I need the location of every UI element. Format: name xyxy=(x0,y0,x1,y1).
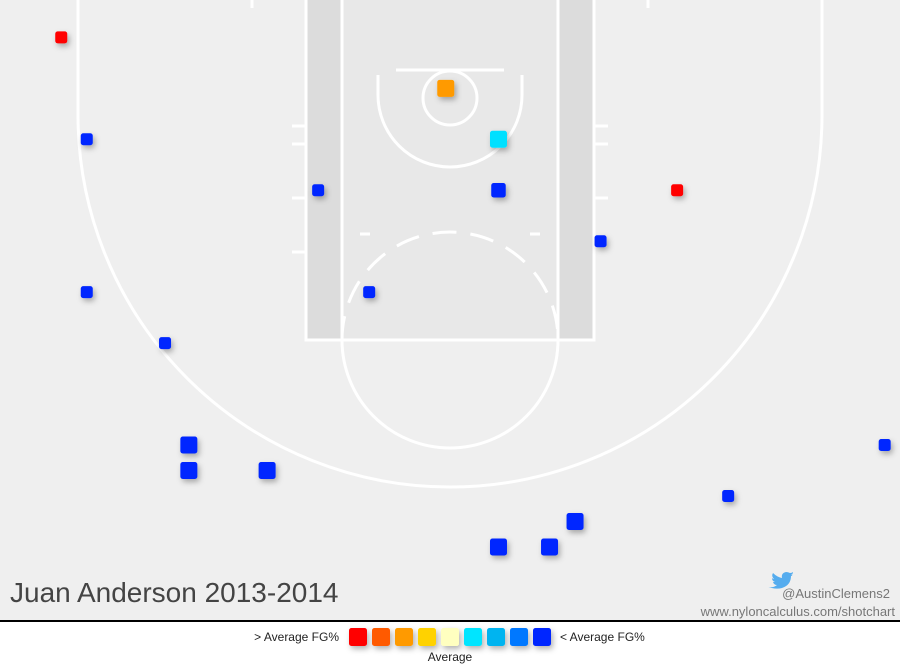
chart-title: Juan Anderson 2013-2014 xyxy=(10,577,339,608)
legend-swatch xyxy=(441,628,459,646)
shots xyxy=(55,31,891,556)
lane-inner xyxy=(342,0,558,340)
ft-circle-dashed xyxy=(340,230,560,341)
ft-circle xyxy=(340,339,560,450)
lane-shade xyxy=(306,0,342,340)
rim xyxy=(421,69,479,127)
legend-swatch xyxy=(533,628,551,646)
shot xyxy=(489,538,507,556)
shot xyxy=(80,133,93,146)
shot xyxy=(258,462,276,480)
legend-swatch xyxy=(418,628,436,646)
three-point-line xyxy=(76,0,824,489)
shot xyxy=(312,184,325,197)
credit: @AustinClemens2 xyxy=(782,586,890,601)
shot xyxy=(180,462,198,480)
shot xyxy=(180,436,198,454)
lane-shade xyxy=(558,0,594,340)
shot xyxy=(489,130,507,148)
shot xyxy=(491,182,506,198)
restricted-area xyxy=(376,75,524,169)
source-url: www.nyloncalculus.com/shotchart xyxy=(700,604,896,619)
shot xyxy=(363,286,376,299)
court-lines xyxy=(76,0,824,489)
legend-high-label: > Average FG% xyxy=(254,630,339,644)
legend-swatch xyxy=(510,628,528,646)
shot xyxy=(159,337,172,350)
shot xyxy=(722,490,735,502)
twitter-icon xyxy=(766,572,793,589)
shot xyxy=(594,235,607,248)
legend-swatch xyxy=(487,628,505,646)
legend-swatch xyxy=(395,628,413,646)
shot xyxy=(671,184,684,197)
legend-mid-label: Average xyxy=(428,650,473,664)
legend-low-label: < Average FG% xyxy=(560,630,645,644)
legend-swatch xyxy=(464,628,482,646)
lane-outline xyxy=(304,0,596,342)
shot xyxy=(80,286,93,299)
shot xyxy=(437,79,455,97)
shot xyxy=(566,512,584,530)
legend xyxy=(349,628,551,646)
legend-swatch xyxy=(372,628,390,646)
shot xyxy=(55,31,68,44)
shot xyxy=(878,439,891,452)
legend-swatch xyxy=(349,628,367,646)
shot xyxy=(541,538,559,556)
